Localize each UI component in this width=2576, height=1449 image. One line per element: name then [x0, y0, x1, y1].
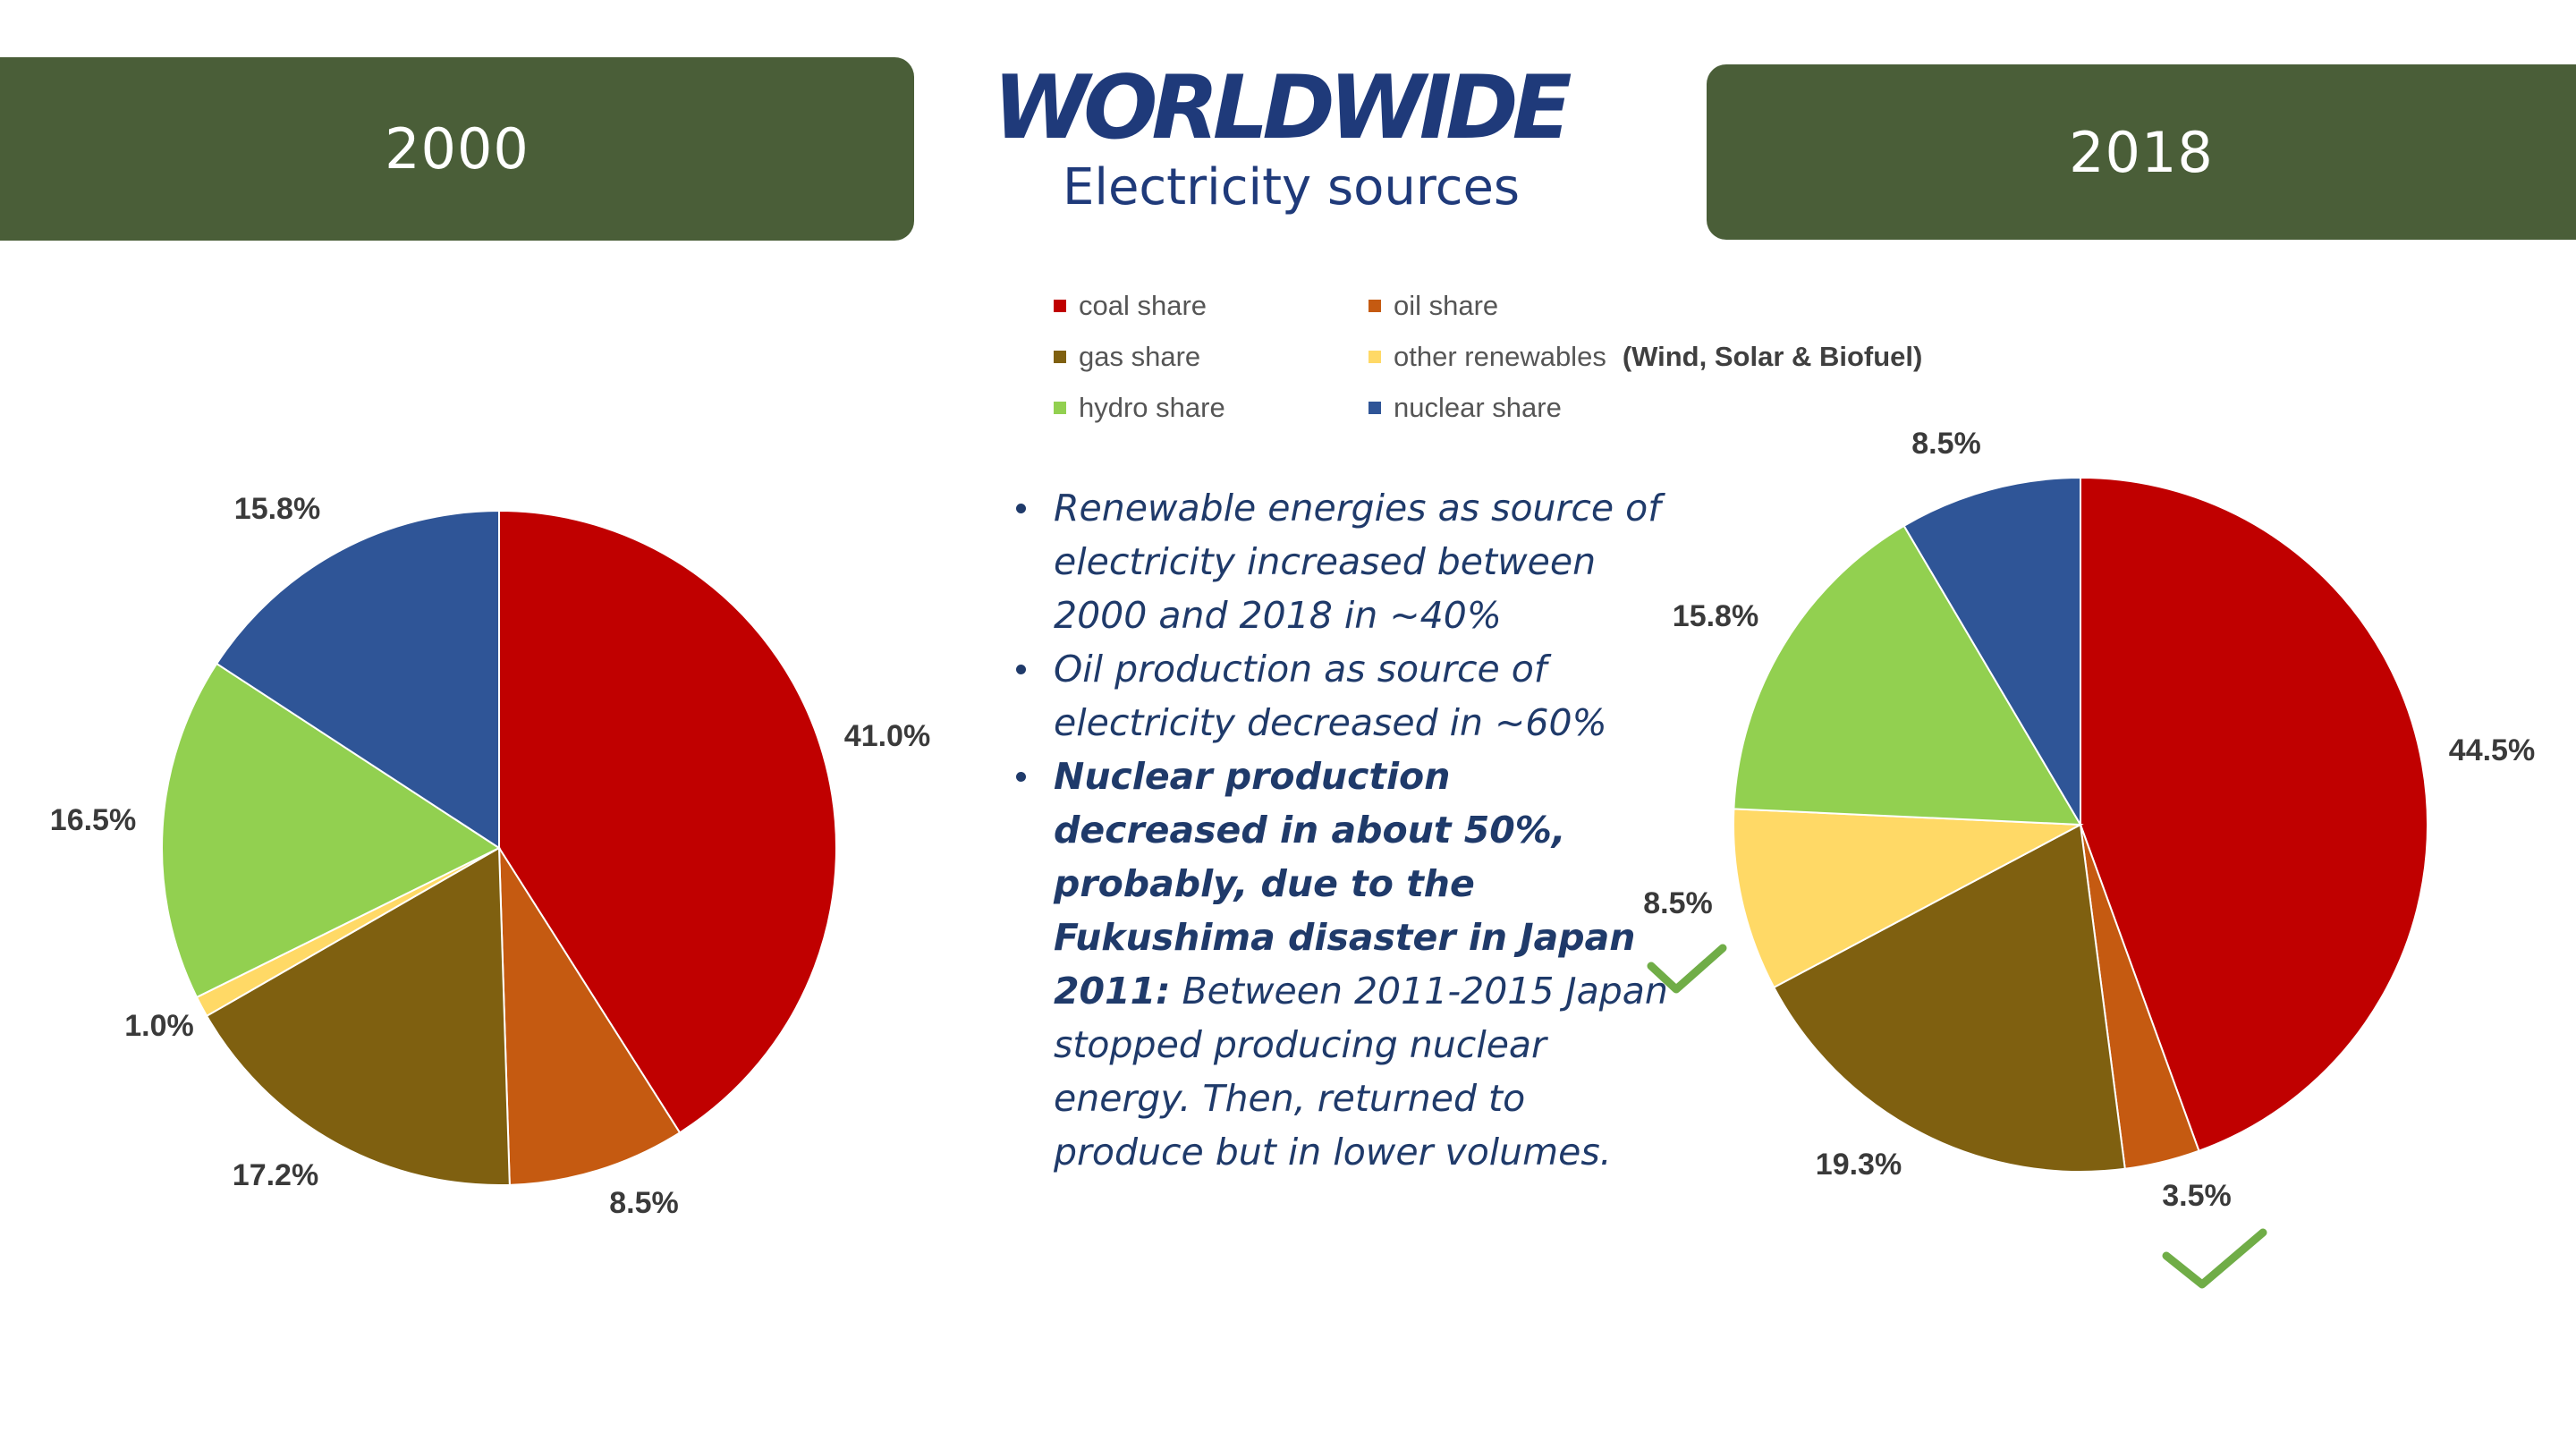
legend-label-hydro: hydro share: [1079, 392, 1225, 423]
page-title: WORLDWIDE: [993, 57, 1572, 159]
check-icon-renewables: [1647, 944, 1727, 994]
legend-label-nuclear: nuclear share: [1394, 392, 1562, 423]
legend-swatch-gas: [1054, 351, 1066, 363]
bullet-renewables: Renewable energies as source of electric…: [1013, 481, 1674, 642]
bullet-oil-text: Oil production as source of electricity …: [1054, 648, 1607, 744]
bullet-nuclear: Nuclear production decreased in about 50…: [1013, 750, 1674, 1179]
bullet-renewables-text: Renewable energies as source of electric…: [1054, 487, 1661, 637]
bullet-list: Renewable energies as source of electric…: [1013, 481, 1674, 1179]
year-label-2018: 2018: [2069, 119, 2214, 185]
legend-note-other-renewables: (Wind, Solar & Biofuel): [1622, 341, 1923, 372]
legend-item-oil: oil share: [1368, 290, 1498, 322]
data-label-2000-nuclear: 15.8%: [234, 492, 320, 526]
legend-item-gas: gas share: [1054, 341, 1200, 373]
page-subtitle: Electricity sources: [1063, 158, 1521, 216]
legend-swatch-hydro: [1054, 402, 1066, 414]
legend-item-hydro: hydro share: [1054, 392, 1225, 424]
data-label-2018-oil: 3.5%: [2162, 1179, 2232, 1213]
legend-swatch-other-renewables: [1368, 351, 1381, 363]
legend-swatch-nuclear: [1368, 402, 1381, 414]
data-label-2018-gas: 19.3%: [1816, 1148, 1902, 1182]
pie-slice-2018-gas: [1772, 823, 2126, 1173]
legend-swatch-oil: [1368, 300, 1381, 312]
legend-item-other-renewables: other renewables (Wind, Solar & Biofuel): [1368, 341, 1922, 373]
pie-slice-2000-hydro: [161, 662, 502, 999]
pie-slice-2018-other-renewables: [1733, 808, 2084, 989]
year-banner-2000: 2000: [0, 57, 914, 241]
pie-slice-2000-gas: [205, 846, 511, 1186]
data-label-2000-hydro: 16.5%: [50, 803, 136, 837]
check-icon-oil: [2162, 1228, 2267, 1289]
year-banner-2018: 2018: [1707, 64, 2576, 240]
bullet-nuclear-bold: Nuclear production decreased in about 50…: [1054, 755, 1636, 1013]
legend-swatch-coal: [1054, 300, 1066, 312]
data-label-2018-other-renewables: 8.5%: [1643, 886, 1713, 920]
pie-slice-2018-coal: [2080, 476, 2428, 1152]
pie-slice-2000-nuclear: [215, 509, 500, 850]
data-label-2018-hydro: 15.8%: [1673, 599, 1758, 633]
data-label-2018-nuclear: 8.5%: [1911, 427, 1981, 461]
data-label-2000-other-renewables: 1.0%: [124, 1009, 194, 1043]
bullet-oil: Oil production as source of electricity …: [1013, 642, 1674, 750]
pie-slice-2000-coal: [498, 509, 837, 1134]
pie-slice-2000-oil: [497, 844, 682, 1186]
pie-slice-2018-nuclear: [1902, 476, 2081, 828]
legend-label-coal: coal share: [1079, 290, 1208, 321]
bullet-nuclear-text: Between 2011-2015 Japan stopped producin…: [1054, 970, 1668, 1174]
data-label-2000-oil: 8.5%: [609, 1186, 679, 1220]
data-label-2000-coal: 41.0%: [844, 719, 930, 753]
legend-item-coal: coal share: [1054, 290, 1207, 322]
year-label-2000: 2000: [385, 116, 530, 182]
legend-label-other-renewables: other renewables: [1394, 341, 1606, 372]
legend-item-nuclear: nuclear share: [1368, 392, 1562, 424]
pie-slice-2018-hydro: [1733, 524, 2082, 826]
data-label-2018-coal: 44.5%: [2449, 733, 2535, 767]
data-label-2000-gas: 17.2%: [233, 1158, 318, 1192]
legend-label-gas: gas share: [1079, 341, 1201, 372]
legend-label-oil: oil share: [1394, 290, 1499, 321]
